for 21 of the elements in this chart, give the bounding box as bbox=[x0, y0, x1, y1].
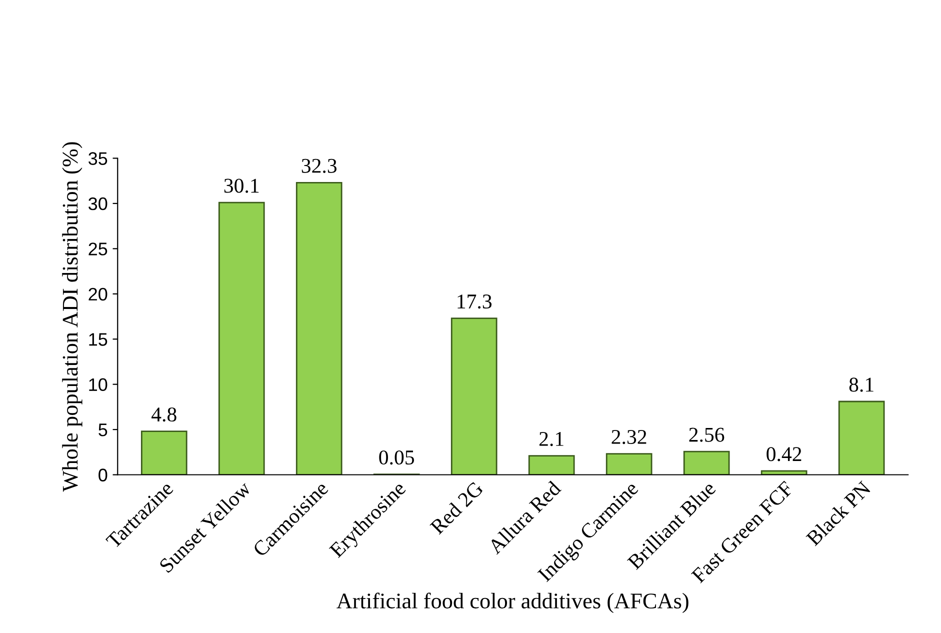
data-label: 32.3 bbox=[302, 158, 337, 173]
y-tick-label: 20 bbox=[88, 288, 108, 301]
y-tick-label: 35 bbox=[88, 152, 108, 165]
data-label: 8.1 bbox=[849, 378, 874, 392]
data-label: 0.42 bbox=[766, 447, 802, 462]
y-tick-label: 5 bbox=[98, 424, 108, 436]
y-tick-label: 15 bbox=[89, 333, 108, 346]
y-tick-label: 0 bbox=[98, 468, 108, 482]
y-tick-label: 25 bbox=[88, 242, 108, 256]
data-label: 0.05 bbox=[379, 450, 414, 465]
data-label: 30.1 bbox=[224, 178, 259, 193]
x-tick-label: Red 2G bbox=[429, 480, 484, 535]
x-axis-title: Artificial food color additives (AFCAs) bbox=[336, 592, 688, 614]
data-label: 17.3 bbox=[458, 294, 492, 309]
y-tick-label: 10 bbox=[89, 378, 108, 392]
y-tick-label: 30 bbox=[88, 197, 108, 210]
y-axis-title: Whole population ADI distribution (%) bbox=[62, 142, 82, 492]
data-label: 2.56 bbox=[689, 428, 724, 442]
data-label: 4.8 bbox=[152, 408, 176, 422]
data-label: 2.1 bbox=[539, 432, 564, 446]
data-label: 2.32 bbox=[612, 430, 646, 444]
